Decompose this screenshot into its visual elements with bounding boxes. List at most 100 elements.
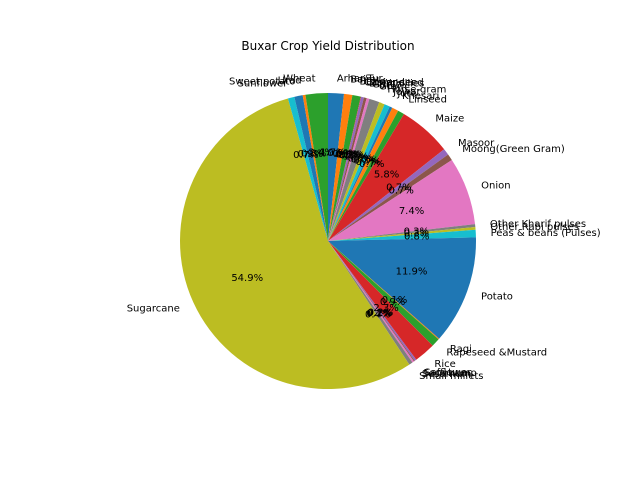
pie-slice-castor-seed xyxy=(328,96,362,241)
pie-slice-sweet-potato xyxy=(294,95,328,241)
slice-percent-coriander: 0.3% xyxy=(336,150,361,161)
pie-slice-gram xyxy=(328,98,380,241)
slice-label-sunflower: Sunflower xyxy=(238,78,289,89)
pie-slice-khesari xyxy=(328,107,399,241)
pie-slice-barley xyxy=(328,95,361,242)
slice-label-rapeseed-mustard: Rapeseed &Mustard xyxy=(446,348,547,359)
slice-label-sannhamp: Sannhamp xyxy=(423,368,477,379)
slice-label-wheat: Wheat xyxy=(283,74,316,85)
slice-percent-masoor: 0.7% xyxy=(386,183,411,194)
slice-percent-garlic: 0.3% xyxy=(339,151,364,162)
slice-label-horse-gram: Horse-gram xyxy=(387,84,446,95)
slice-percent-sunflower: 0.7% xyxy=(293,150,318,161)
pie-slice-ragi xyxy=(328,241,440,340)
slice-percent-castor-seed: 0.1% xyxy=(335,149,360,160)
slice-percent-horse-gram: 0.6% xyxy=(348,153,373,164)
slice-percent-jowar: 0.6% xyxy=(351,155,376,166)
chart-title: Buxar Crop Yield Distribution xyxy=(241,39,414,53)
slice-label-other-rabi-pulses: Other Rabi pulses xyxy=(490,222,579,233)
slice-label-masoor: Masoor xyxy=(458,138,495,149)
slice-percent-urad: 0.3% xyxy=(301,148,326,159)
pie-slice-moong-green-gram xyxy=(328,154,452,241)
pie-slice-other-kharif-pulses xyxy=(328,224,476,241)
slice-percent-safflower: 0.2% xyxy=(368,308,393,319)
slice-label-jowar: Jowar xyxy=(392,87,421,98)
slice-label-arhar-tur: Arhar/Tur xyxy=(337,73,384,84)
slice-label-dry-chillies: Dry chillies xyxy=(369,78,424,89)
slice-label-khesari: Khesari xyxy=(402,91,439,102)
slice-percent-sweet-potato: 0.9% xyxy=(298,149,323,160)
pie-slice-rice xyxy=(328,241,433,360)
pie-slice-bajra xyxy=(328,93,353,241)
slice-label-safflower: Safflower xyxy=(424,367,472,378)
slice-percent-bajra: 0.9% xyxy=(327,148,352,159)
slice-percent-potato: 11.9% xyxy=(396,266,428,277)
slice-label-moong-green-gram: Moong(Green Gram) xyxy=(462,144,565,155)
pie-slice-garlic xyxy=(328,98,370,241)
pie-slice-linseed xyxy=(328,110,404,242)
pie-slice-coriander xyxy=(328,96,364,241)
pie-slice-other-rabi-pulses xyxy=(328,226,476,241)
pie-slice-rapeseed-mustard xyxy=(328,241,439,346)
slice-percent-other-rabi-pulses: 0.3% xyxy=(404,228,429,239)
pie-slice-wheat xyxy=(305,93,328,241)
pie-slice-jute xyxy=(328,106,393,241)
pie-slice-sannhamp xyxy=(328,241,415,362)
slice-percent-onion: 7.4% xyxy=(399,206,424,217)
pie-slice-sunflower xyxy=(287,96,328,241)
slice-percent-maize: 5.8% xyxy=(374,169,399,180)
slice-label-other-kharif-pulses: Other Kharif pulses xyxy=(490,219,586,230)
slice-label-ragi: Ragi xyxy=(450,344,472,355)
slice-percent-gram: 1.1% xyxy=(343,152,368,163)
slice-label-onion: Onion xyxy=(481,181,510,192)
slice-percent-dry-chillies: 0.3% xyxy=(338,150,363,161)
pie-slice-maize xyxy=(328,113,445,241)
pie-slice-horse-gram xyxy=(328,102,385,241)
slice-percent-sugarcane: 54.9% xyxy=(231,273,263,284)
slice-label-castor-seed: Castor seed xyxy=(364,77,424,88)
slice-label-bajra: Bajra xyxy=(350,75,376,86)
slice-percent-other-kharif-pulses: 0.3% xyxy=(404,227,429,238)
pie-slices xyxy=(180,93,476,389)
slice-percent-sannhamp: 0.1% xyxy=(367,308,392,319)
slice-percent-wheat: 2.4% xyxy=(309,147,334,158)
slice-label-maize: Maize xyxy=(435,114,464,125)
pie-slice-urad xyxy=(302,94,328,241)
slice-label-barley: Barley xyxy=(359,76,391,87)
slice-label-sweet-potato: Sweet potato xyxy=(229,76,295,87)
slice-label-sugarcane: Sugarcane xyxy=(127,304,180,315)
slice-label-gram: Gram xyxy=(379,81,407,92)
pie-slice-onion xyxy=(328,159,476,241)
slice-percent-ragi: 0.1% xyxy=(382,295,407,306)
pie-slice-small-millets xyxy=(328,241,413,365)
slice-percent-moong-green-gram: 0.7% xyxy=(389,186,414,197)
slice-label-rice: Rice xyxy=(434,359,455,370)
slice-label-coriander: Coriander xyxy=(366,78,416,89)
slice-percent-linseed: 0.7% xyxy=(359,159,384,170)
slice-percent-jute: 0.3% xyxy=(353,156,378,167)
slice-label-potato: Potato xyxy=(481,292,513,303)
pie-slice-safflower xyxy=(328,241,417,361)
slice-label-urad: Urad xyxy=(278,75,302,86)
pie-slice-jowar xyxy=(328,104,390,242)
slice-percent-barley: 0.9% xyxy=(332,149,357,160)
slice-label-garlic: Garlic xyxy=(372,79,401,90)
slice-percent-peas-beans-pulses: 0.8% xyxy=(404,232,429,243)
slice-percent-sesamum: 0.2% xyxy=(366,309,391,320)
slice-percent-small-millets: 0.4% xyxy=(365,310,390,321)
pie-slice-arhar-tur xyxy=(328,93,345,241)
slice-label-linseed: Linseed xyxy=(408,94,447,105)
pie-slice-sesamum xyxy=(328,241,414,363)
pie-slice-sugarcane xyxy=(180,98,410,389)
slice-label-small-millets: Small millets xyxy=(419,371,483,382)
slice-label-sesamum: Sesamum xyxy=(422,369,472,380)
slice-percent-arhar-tur: 1.7% xyxy=(320,147,345,158)
pie-slice-potato xyxy=(328,237,476,339)
slice-percent-rapeseed-mustard: 0.9% xyxy=(380,297,405,308)
pie-slice-dry-chillies xyxy=(328,97,367,241)
slice-label-jute: Jute xyxy=(396,89,416,100)
pie-slice-peas-beans-pulses xyxy=(328,229,476,241)
slice-label-peas-beans-pulses: Peas & beans (Pulses) xyxy=(491,228,601,239)
